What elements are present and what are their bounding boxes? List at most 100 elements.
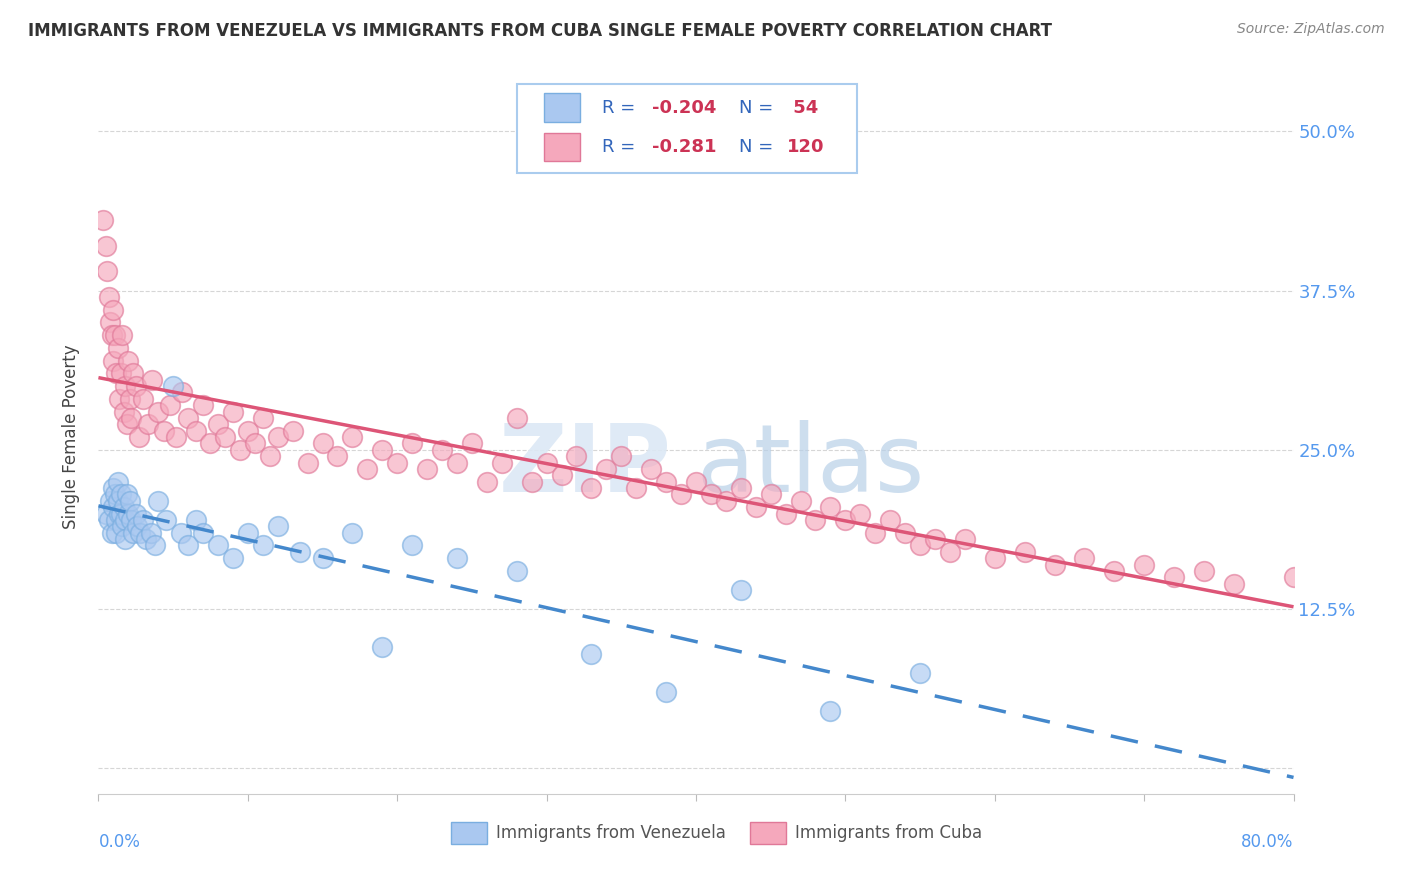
Point: [834, 513, 856, 527]
Point: [105, 513, 128, 527]
Point: [148, 404, 170, 418]
Point: [446, 456, 468, 470]
Point: [103, 353, 125, 368]
Text: IMMIGRANTS FROM VENEZUELA VS IMMIGRANTS FROM CUBA SINGLE FEMALE POVERTY CORRELAT: IMMIGRANTS FROM VENEZUELA VS IMMIGRANTS …: [28, 22, 1052, 40]
Point: [924, 532, 946, 546]
Point: [114, 532, 136, 546]
Point: [120, 513, 142, 527]
Point: [177, 411, 200, 425]
Point: [655, 475, 678, 489]
Point: [229, 442, 252, 457]
Point: [108, 507, 131, 521]
Text: 54: 54: [787, 99, 818, 117]
Point: [110, 367, 132, 381]
Point: [222, 404, 245, 418]
Point: [669, 487, 692, 501]
Point: [200, 436, 222, 450]
Point: [581, 647, 603, 661]
Point: [1014, 545, 1036, 559]
Point: [595, 462, 617, 476]
Point: [97, 513, 120, 527]
Point: [153, 424, 176, 438]
Point: [115, 487, 138, 501]
Text: -0.204: -0.204: [652, 99, 716, 117]
Point: [104, 328, 127, 343]
Point: [155, 513, 177, 527]
Text: atlas: atlas: [696, 419, 924, 512]
Point: [1163, 570, 1185, 584]
Point: [550, 468, 572, 483]
Text: Immigrants from Venezuela: Immigrants from Venezuela: [496, 824, 727, 842]
Point: [804, 513, 827, 527]
Point: [640, 462, 662, 476]
Point: [103, 302, 125, 317]
Text: N =: N =: [740, 99, 773, 117]
Point: [281, 424, 304, 438]
Text: R =: R =: [602, 99, 634, 117]
Point: [165, 430, 187, 444]
Point: [714, 493, 737, 508]
Point: [114, 513, 136, 527]
Point: [94, 507, 117, 521]
Point: [169, 525, 191, 540]
Point: [132, 513, 155, 527]
Point: [105, 367, 128, 381]
Point: [118, 392, 141, 406]
Point: [111, 519, 134, 533]
Point: [129, 525, 152, 540]
Point: [491, 456, 513, 470]
Point: [745, 500, 768, 515]
Point: [759, 487, 782, 501]
Point: [104, 487, 127, 501]
Point: [115, 417, 138, 432]
Point: [626, 481, 648, 495]
Point: [91, 213, 114, 227]
Point: [128, 430, 150, 444]
Point: [236, 525, 259, 540]
Point: [1043, 558, 1066, 572]
Point: [385, 456, 409, 470]
Point: [97, 290, 120, 304]
Point: [101, 525, 124, 540]
Text: Immigrants from Cuba: Immigrants from Cuba: [796, 824, 983, 842]
Point: [939, 545, 962, 559]
Point: [110, 487, 132, 501]
Point: [401, 436, 423, 450]
Point: [184, 424, 207, 438]
Point: [730, 481, 752, 495]
Point: [108, 392, 131, 406]
Text: Source: ZipAtlas.com: Source: ZipAtlas.com: [1237, 22, 1385, 37]
Point: [775, 507, 797, 521]
Point: [401, 538, 423, 552]
Point: [520, 475, 543, 489]
Point: [96, 264, 118, 278]
Point: [110, 507, 132, 521]
Point: [117, 353, 139, 368]
Point: [475, 475, 498, 489]
FancyBboxPatch shape: [544, 133, 581, 161]
Point: [685, 475, 707, 489]
Point: [112, 500, 135, 515]
Text: -0.281: -0.281: [652, 138, 716, 156]
Point: [105, 525, 128, 540]
FancyBboxPatch shape: [749, 822, 786, 844]
Point: [1192, 564, 1215, 578]
Point: [207, 538, 229, 552]
Point: [120, 411, 142, 425]
Point: [416, 462, 439, 476]
Point: [700, 487, 723, 501]
Point: [1223, 576, 1246, 591]
Point: [820, 704, 842, 718]
Point: [245, 436, 267, 450]
Text: N =: N =: [740, 138, 773, 156]
Point: [342, 430, 364, 444]
Point: [127, 519, 149, 533]
Point: [506, 411, 529, 425]
Point: [172, 385, 194, 400]
Point: [536, 456, 558, 470]
Point: [101, 328, 124, 343]
Point: [184, 513, 207, 527]
Point: [207, 417, 229, 432]
Point: [655, 685, 678, 699]
Point: [342, 525, 364, 540]
